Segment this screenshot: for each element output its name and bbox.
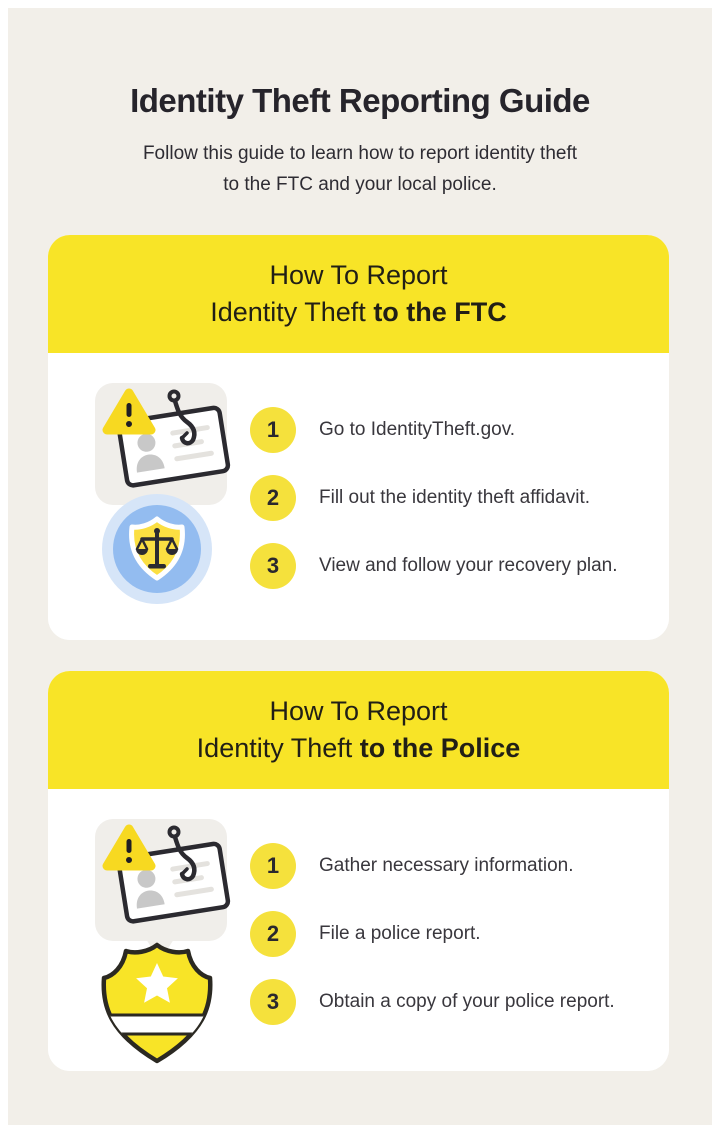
hook-icon (167, 389, 197, 446)
police-card-header: How To Report Identity Theft to the Poli… (48, 671, 669, 789)
step-number-badge: 3 (250, 979, 296, 1025)
police-report-card: How To Report Identity Theft to the Poli… (48, 671, 669, 1071)
step-text: Gather necessary information. (319, 855, 574, 876)
ftc-heading-line2: Identity Theft to the FTC (210, 297, 507, 327)
step-text: File a police report. (319, 923, 481, 944)
step-number-badge: 3 (250, 543, 296, 589)
ftc-heading-line1: How To Report (269, 260, 448, 290)
warning-triangle-icon (102, 824, 156, 871)
hook-icon (167, 825, 197, 882)
step-row: 3 View and follow your recovery plan. (250, 543, 618, 589)
step-number-badge: 1 (250, 407, 296, 453)
step-row: 1 Go to IdentityTheft.gov. (250, 407, 618, 453)
step-number-badge: 1 (250, 843, 296, 889)
page-title: Identity Theft Reporting Guide (130, 82, 590, 119)
id-theft-police-badge-illustration (95, 819, 231, 1064)
step-text: Fill out the identity theft affidavit. (319, 487, 591, 508)
step-text: Go to IdentityTheft.gov. (319, 419, 516, 440)
police-card-body: 1 Gather necessary information. 2 File a… (48, 789, 669, 1071)
police-steps-list: 1 Gather necessary information. 2 File a… (250, 843, 615, 1047)
step-text: Obtain a copy of your police report. (319, 991, 615, 1012)
ftc-card-body: 1 Go to IdentityTheft.gov. 2 Fill out th… (48, 353, 669, 640)
step-row: 3 Obtain a copy of your police report. (250, 979, 615, 1025)
ftc-steps-list: 1 Go to IdentityTheft.gov. 2 Fill out th… (250, 407, 618, 611)
police-badge-icon (101, 942, 213, 1064)
ftc-report-card: How To Report Identity Theft to the FTC (48, 235, 669, 640)
step-text: View and follow your recovery plan. (319, 555, 618, 576)
id-theft-shield-scales-illustration (95, 383, 231, 604)
page-subtitle-line2: to the FTC and your local police. (223, 174, 497, 195)
star-icon (136, 963, 178, 1003)
step-row: 2 File a police report. (250, 911, 615, 957)
police-heading-line1: How To Report (269, 696, 448, 726)
step-number-badge: 2 (250, 475, 296, 521)
ftc-card-header: How To Report Identity Theft to the FTC (48, 235, 669, 353)
page-subtitle: Follow this guide to learn how to report… (8, 138, 712, 200)
step-row: 2 Fill out the identity theft affidavit. (250, 475, 618, 521)
police-heading-line2: Identity Theft to the Police (196, 733, 521, 763)
page-subtitle-line1: Follow this guide to learn how to report… (142, 143, 578, 164)
step-row: 1 Gather necessary information. (250, 843, 615, 889)
step-number-badge: 2 (250, 911, 296, 957)
warning-triangle-icon (102, 388, 156, 435)
shield-scales-icon (102, 494, 212, 604)
